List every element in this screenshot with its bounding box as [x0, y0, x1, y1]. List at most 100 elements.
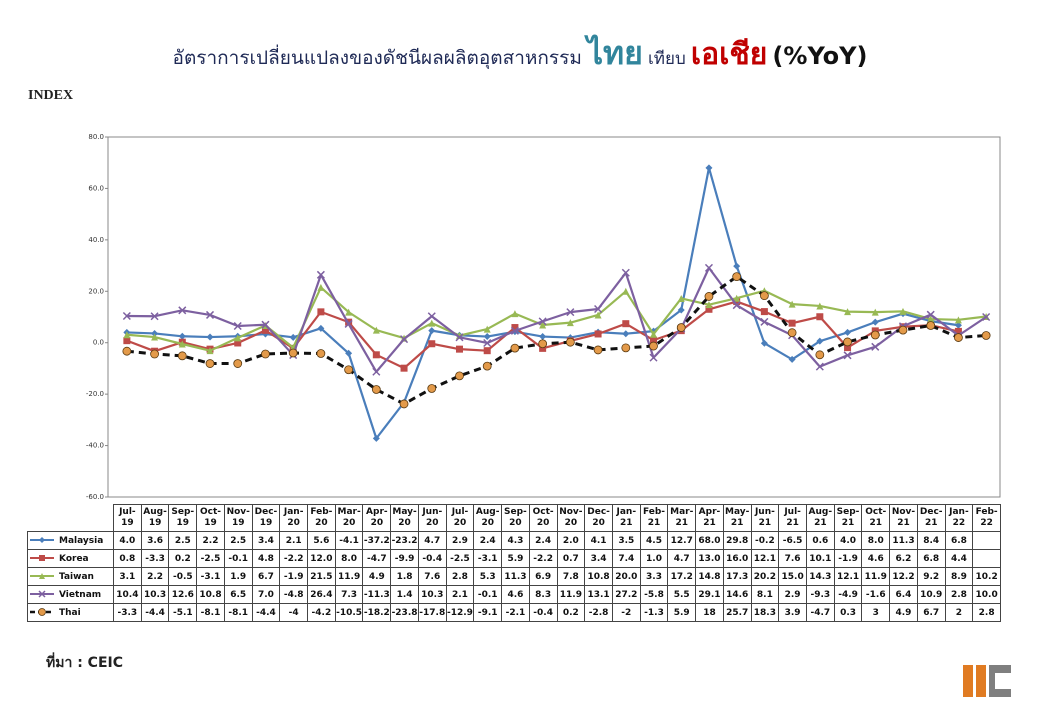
- marker: [345, 308, 353, 316]
- marker: [676, 323, 686, 332]
- value-label: 5.5: [667, 585, 697, 604]
- marker: [233, 321, 242, 331]
- table-row: Jul-19 Aug-19 Sep-19 Oct-19 Nov-19 Dec-19 Jan-…: [27, 504, 1001, 532]
- value-label: 2.9: [445, 531, 475, 550]
- marker: [593, 345, 603, 355]
- marker: [816, 313, 824, 321]
- legend-marker: [38, 590, 46, 598]
- x-tick-label: May-21: [722, 504, 752, 532]
- marker: [511, 324, 519, 332]
- data-table: Jul-19 Aug-19 Sep-19 Oct-19 Nov-19 Dec-19 Jan-…: [27, 504, 1001, 622]
- marker: [483, 325, 491, 333]
- marker: [871, 308, 879, 316]
- value-label: 6.5: [223, 585, 253, 604]
- value-label: 7.4: [611, 549, 641, 568]
- value-label: 14.3: [805, 567, 835, 586]
- value-label: -3.3: [113, 603, 142, 622]
- marker: [400, 364, 408, 372]
- value-label: 3.3: [639, 567, 669, 586]
- value-label: 7.6: [778, 549, 807, 568]
- marker: [344, 365, 354, 375]
- marker: [317, 283, 325, 291]
- y-axis-label: INDEX: [28, 88, 74, 103]
- value-label: -2.8: [584, 603, 613, 622]
- marker: [316, 349, 326, 358]
- value-label: 5.6: [307, 531, 336, 550]
- legend-icon: [30, 555, 54, 562]
- value-label: -1.9: [833, 549, 863, 568]
- marker: [760, 317, 769, 326]
- value-label: 68.0: [695, 531, 724, 550]
- marker: [288, 348, 298, 358]
- marker: [234, 339, 242, 347]
- value-label: 5.9: [501, 549, 530, 568]
- legend-entry: Malaysia: [27, 531, 114, 550]
- value-label: 3.4: [251, 531, 281, 550]
- legend-label: Thai: [59, 607, 81, 618]
- marker: [510, 343, 520, 353]
- value-label: 2.0: [556, 531, 586, 550]
- x-tick-label: Apr-21: [695, 504, 724, 532]
- marker: [926, 310, 935, 319]
- legend-label: Taiwan: [59, 571, 94, 582]
- marker: [538, 317, 547, 326]
- x-tick-label: Mar-21: [667, 504, 697, 532]
- value-label: 1.0: [639, 549, 669, 568]
- value-label: 10.3: [417, 585, 447, 604]
- marker: [650, 336, 658, 344]
- value-label: -4.7: [805, 603, 835, 622]
- legend-entry: Thai: [27, 603, 114, 622]
- legend-label: Malaysia: [59, 535, 104, 546]
- value-label: 4.6: [501, 585, 530, 604]
- value-label: 4.8: [251, 549, 281, 568]
- value-label: 4.4: [944, 549, 974, 568]
- value-label: -0.1: [473, 585, 503, 604]
- marker: [565, 337, 575, 347]
- marker: [594, 311, 602, 319]
- value-label: -4: [279, 603, 309, 622]
- marker: [760, 308, 768, 316]
- marker: [621, 343, 631, 353]
- x-tick-label: Oct-19: [196, 504, 225, 532]
- x-tick-label: Oct-20: [528, 504, 558, 532]
- legend-icon: [30, 590, 54, 598]
- value-label: 12.7: [667, 531, 697, 550]
- marker: [871, 318, 879, 326]
- marker: [123, 331, 131, 339]
- value-label: 11.9: [861, 567, 891, 586]
- marker: [150, 349, 159, 359]
- value-label: 7.6: [417, 567, 447, 586]
- value-label: -5.8: [639, 585, 669, 604]
- title-part: เอเชีย: [690, 37, 768, 72]
- legend-entry: Vietnam: [27, 585, 114, 604]
- series-line: [126, 166, 959, 440]
- title-part: (%YoY): [772, 42, 868, 70]
- marker: [483, 333, 491, 341]
- value-label: -5.1: [168, 603, 198, 622]
- legend-marker: [39, 537, 45, 544]
- value-label: 11.9: [334, 567, 364, 586]
- marker: [122, 346, 132, 356]
- value-label: -2.2: [528, 549, 558, 568]
- marker: [150, 312, 159, 321]
- value-label: 4.0: [833, 531, 863, 550]
- value-label: 2.1: [445, 585, 475, 604]
- x-tick-label: Aug-19: [140, 504, 170, 532]
- legend-label: Korea: [59, 553, 89, 564]
- marker: [177, 351, 187, 361]
- marker: [705, 164, 713, 172]
- marker: [733, 294, 741, 302]
- value-label: 29.8: [722, 531, 752, 550]
- value-label: 18.3: [750, 603, 780, 622]
- value-label: -1.6: [861, 585, 891, 604]
- marker: [427, 312, 436, 321]
- value-label: 0.2: [168, 549, 198, 568]
- title-part: อัตราการเปลี่ยนแปลงของดัชนีผลผลิตอุตสาหก…: [172, 47, 582, 69]
- value-label: 10.3: [140, 585, 170, 604]
- value-label: -12.9: [445, 603, 475, 622]
- x-tick-label: Oct-21: [861, 504, 891, 532]
- x-tick-label: Jan-22: [944, 504, 974, 532]
- value-label: 2.9: [778, 585, 807, 604]
- marker: [926, 321, 936, 330]
